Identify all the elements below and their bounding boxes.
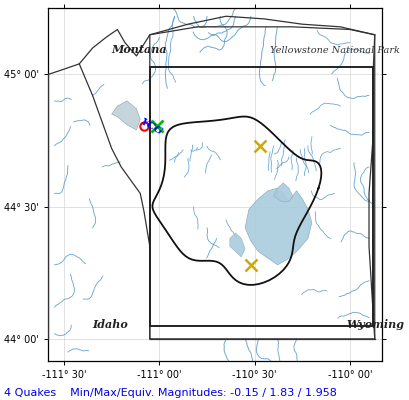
Polygon shape	[229, 233, 245, 257]
Text: Yellowstone National Park: Yellowstone National Park	[269, 46, 399, 55]
Polygon shape	[111, 101, 140, 130]
Text: Wyoming: Wyoming	[345, 319, 403, 330]
Bar	[149, 66, 372, 326]
Text: 4 Quakes    Min/Max/Equiv. Magnitudes: -0.15 / 1.83 / 1.958: 4 Quakes Min/Max/Equiv. Magnitudes: -0.1…	[4, 388, 336, 398]
Polygon shape	[245, 188, 311, 265]
Polygon shape	[273, 183, 292, 201]
Text: Montana: Montana	[111, 44, 167, 55]
Text: YCG: YCG	[138, 117, 164, 137]
Text: Idaho: Idaho	[92, 319, 128, 330]
